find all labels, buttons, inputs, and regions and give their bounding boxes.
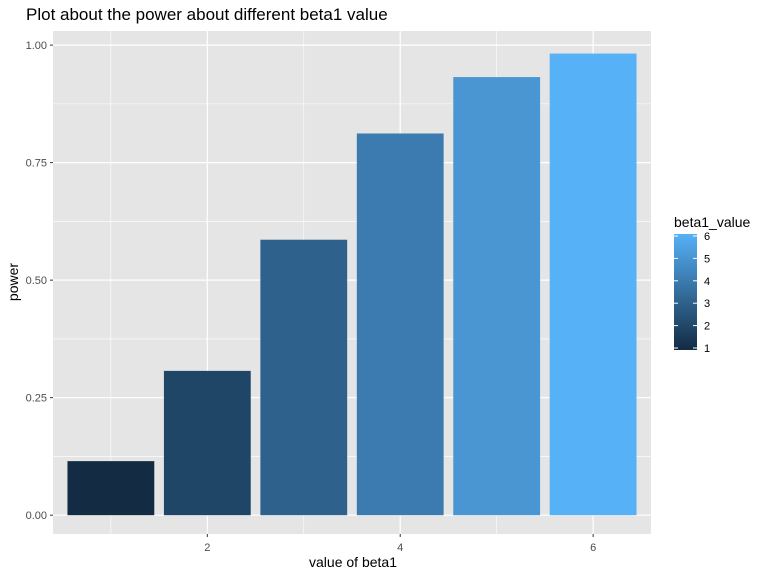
bar <box>67 461 155 516</box>
legend-label: 2 <box>704 321 710 333</box>
y-axis: 0.00 0.25 0.50 0.75 1.00 <box>26 40 53 522</box>
legend-title: beta1_value <box>674 214 751 230</box>
x-axis-title: value of beta1 <box>309 554 397 570</box>
legend-label: 6 <box>704 231 710 243</box>
legend: beta1_value 1 2 3 4 5 6 <box>674 214 751 355</box>
chart-title: Plot about the power about different bet… <box>26 5 388 24</box>
x-tick-label: 4 <box>397 542 403 554</box>
y-tick-label: 0.75 <box>26 158 47 170</box>
legend-label: 4 <box>704 276 710 288</box>
bar <box>163 370 251 516</box>
y-axis-title: power <box>5 263 21 301</box>
y-tick-label: 0.25 <box>26 393 47 405</box>
y-tick-label: 1.00 <box>26 40 47 52</box>
bar <box>549 53 637 516</box>
legend-label: 1 <box>704 343 710 355</box>
y-tick-label: 0.00 <box>26 510 47 522</box>
x-tick-label: 2 <box>204 542 210 554</box>
bar <box>356 133 444 516</box>
x-axis: 2 4 6 <box>204 534 596 554</box>
legend-label: 5 <box>704 253 710 265</box>
x-tick-label: 6 <box>590 542 596 554</box>
y-tick-label: 0.50 <box>26 275 47 287</box>
bar <box>453 77 541 516</box>
legend-colorbar <box>674 234 697 350</box>
plot-panel <box>53 31 651 534</box>
legend-label: 3 <box>704 298 710 310</box>
bar <box>260 239 348 516</box>
